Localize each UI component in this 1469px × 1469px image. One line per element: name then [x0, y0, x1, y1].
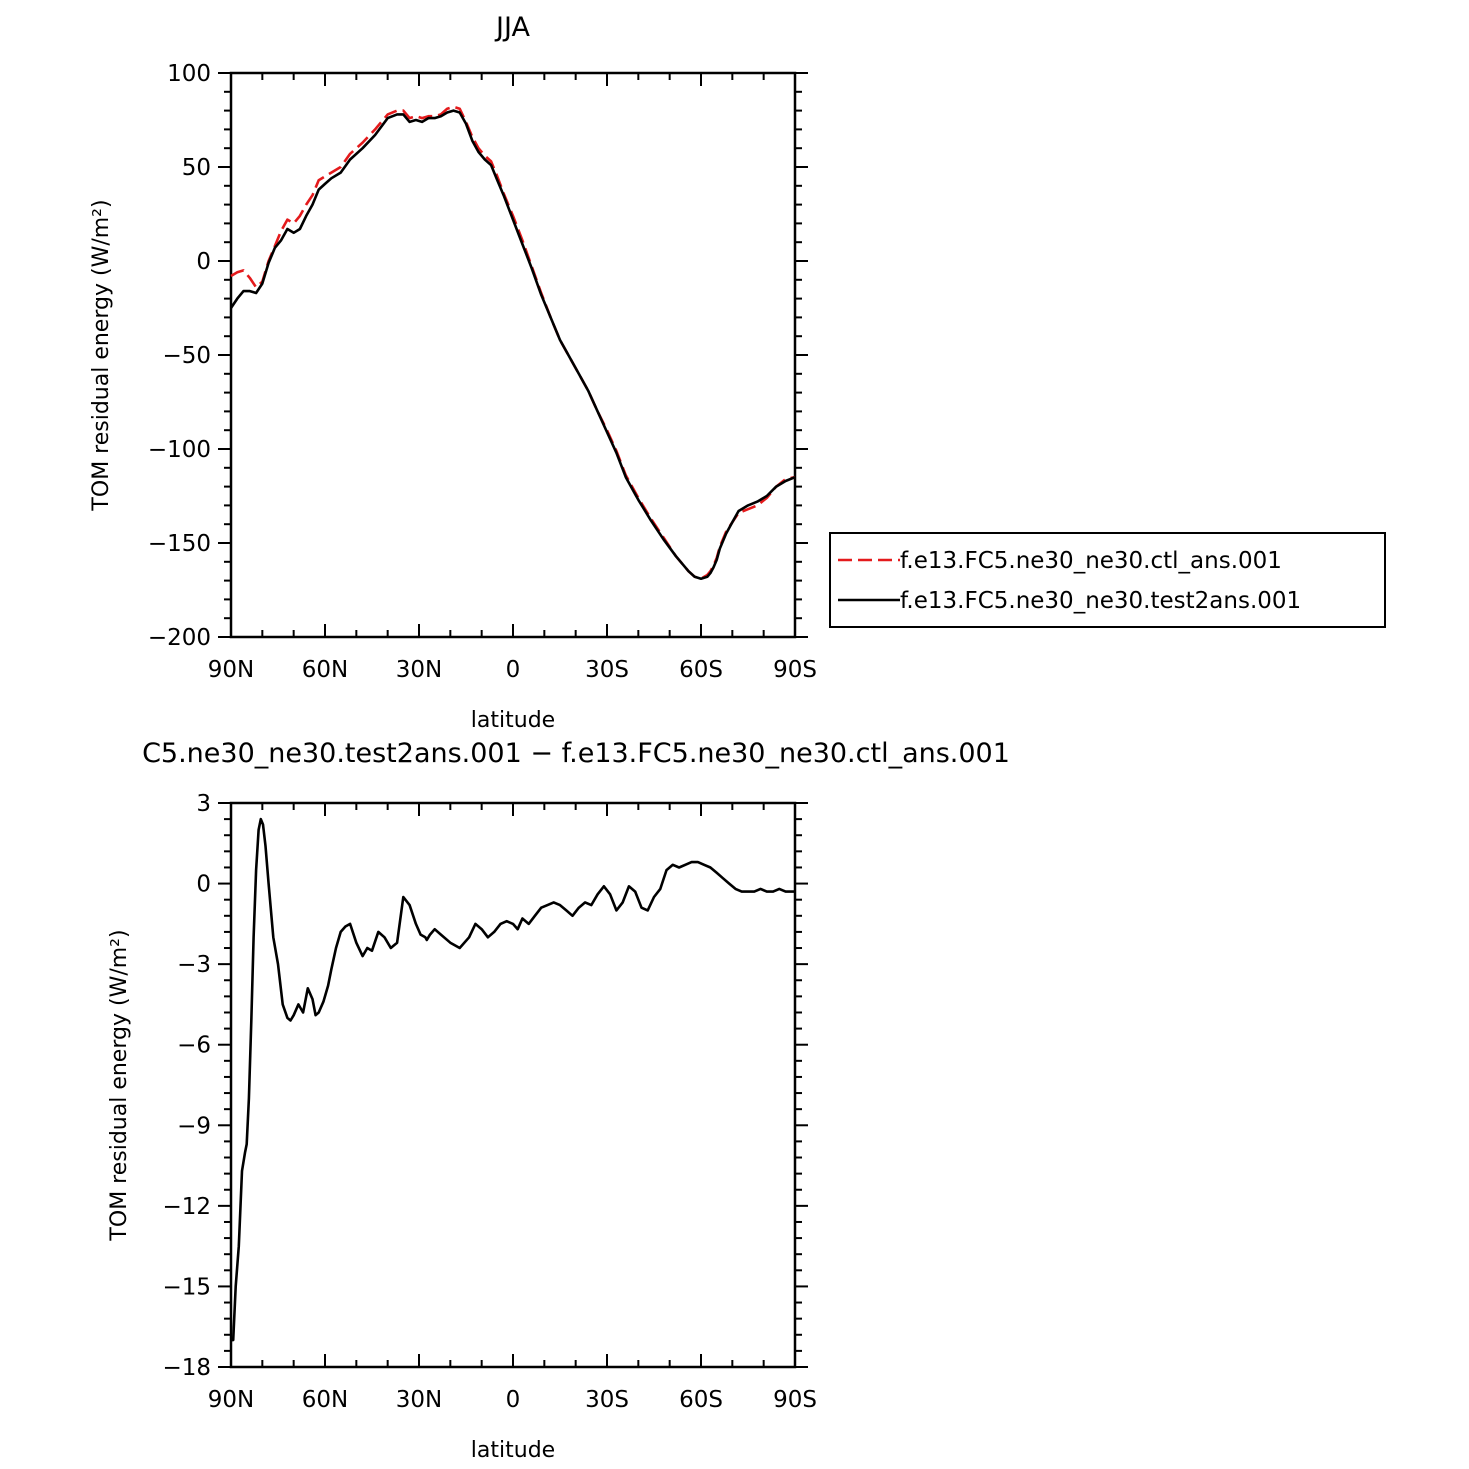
series-line-1 — [230, 105, 796, 581]
x-tick-label: 30N — [396, 657, 442, 683]
y-axis-title: TOM residual energy (W/m²) — [89, 199, 114, 511]
x-tick-label: 90S — [773, 657, 817, 683]
x-tick-label: 90N — [208, 1387, 254, 1413]
y-tick-label: −15 — [162, 1274, 211, 1300]
legend-label-2: f.e13.FC5.ne30_ne30.test2ans.001 — [900, 588, 1301, 614]
y-tick-label: 50 — [182, 155, 211, 181]
y-tick-label: −6 — [177, 1033, 211, 1059]
plot-frame — [229, 71, 797, 639]
y-axis-title: TOM residual energy (W/m²) — [107, 929, 132, 1241]
y-tick-label: 3 — [196, 791, 211, 817]
series-line-2 — [229, 109, 796, 581]
y-tick-label: −100 — [148, 437, 211, 463]
x-tick-label: 60N — [302, 657, 348, 683]
y-tick-label: −12 — [162, 1194, 211, 1220]
x-tick-label: 30S — [585, 657, 629, 683]
legend-box — [829, 532, 1386, 628]
y-tick-label: −9 — [177, 1113, 211, 1139]
series-line-1 — [231, 817, 795, 1342]
x-tick-label: 30S — [585, 1387, 629, 1413]
legend-label-1: f.e13.FC5.ne30_ne30.ctl_ans.001 — [900, 548, 1282, 574]
y-tick-label: 0 — [196, 249, 211, 275]
x-axis-title: latitude — [471, 1438, 555, 1463]
x-tick-label: 0 — [506, 1387, 521, 1413]
y-tick-label: 100 — [167, 61, 211, 87]
y-tick-label: −50 — [162, 343, 211, 369]
chart-title: C5.ne30_ne30.test2ans.001 − f.e13.FC5.ne… — [142, 738, 1010, 769]
x-tick-label: 90S — [773, 1387, 817, 1413]
x-tick-label: 30N — [396, 1387, 442, 1413]
y-tick-label: −200 — [148, 625, 211, 651]
y-tick-label: −150 — [148, 531, 211, 557]
chart-title: JJA — [494, 12, 530, 43]
bottom-panel: 90N 60N 30N 0 30S 60S 90S 3 0 −3 −6 −9 −12 −15 −18 lati… — [107, 738, 1010, 1463]
y-tick-label: −18 — [162, 1355, 211, 1381]
x-tick-label: 60N — [302, 1387, 348, 1413]
y-tick-label: −3 — [177, 952, 211, 978]
x-tick-label: 0 — [506, 657, 521, 683]
top-panel: 90N 60N 30N 0 30S 60S 90S 100 50 0 −50 −100 −150 −200… — [89, 12, 817, 733]
plot-frame — [229, 801, 797, 1369]
y-tick-label: 0 — [196, 872, 211, 898]
x-tick-label: 90N — [208, 657, 254, 683]
x-axis-title: latitude — [471, 708, 555, 733]
x-tick-label: 60S — [679, 1387, 723, 1413]
legend: f.e13.FC5.ne30_ne30.ctl_ans.001 f.e13.FC5… — [829, 532, 1386, 628]
x-tick-label: 60S — [679, 657, 723, 683]
